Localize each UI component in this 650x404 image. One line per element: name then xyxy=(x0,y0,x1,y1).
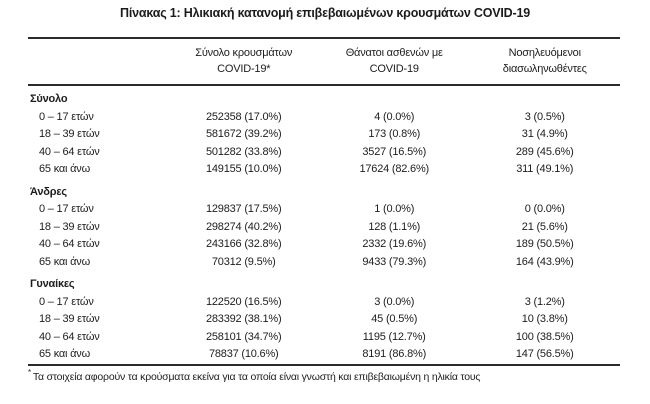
section-row: Γυναίκες xyxy=(28,271,620,294)
deaths-value: 1195 (12.7%) xyxy=(362,330,426,343)
cases-value: 252358 (17.0%) xyxy=(205,110,282,123)
column-header-cases-line2: COVID-19* xyxy=(217,63,271,75)
section-row: Άνδρες xyxy=(28,179,620,202)
table-body: Σύνολο 0 – 17 ετών 252358 (17.0%) 4 (0.0%) 3… xyxy=(28,85,620,365)
table-row: 65 και άνω 70312 (9.5%) 9433 (79.3%) 164 (4… xyxy=(28,254,620,272)
age-group-label: 40 – 64 ετών xyxy=(39,145,100,158)
cases-value: 298274 (40.2%) xyxy=(205,220,282,233)
section-label: Άνδρες xyxy=(30,185,67,198)
table-row: 18 – 39 ετών 581672 (39.2%) 173 (0.8%) 31 (… xyxy=(28,126,620,144)
table-row: 40 – 64 ετών 258101 (34.7%) 1195 (12.7%) 10… xyxy=(28,329,620,347)
section-row: Σύνολο xyxy=(28,85,620,109)
deaths-value: 2332 (19.6%) xyxy=(362,238,427,250)
cases-value: 149155 (10.0%) xyxy=(205,163,282,175)
table-row: 0 – 17 ετών 129837 (17.5%) 1 (0.0%) 0 (0.0%… xyxy=(28,201,620,219)
cases-value: 122520 (16.5%) xyxy=(205,295,282,308)
table-row: 65 και άνω 149155 (10.0%) 17624 (82.6%) 311… xyxy=(28,161,620,179)
cases-value: 78837 (10.6%) xyxy=(208,348,279,360)
intubated-value: 21 (5.6%) xyxy=(521,220,568,233)
intubated-value: 3 (1.2%) xyxy=(524,295,565,308)
table-row: 40 – 64 ετών 243166 (32.8%) 2332 (19.6%) 18… xyxy=(28,236,620,254)
age-group-label: 0 – 17 ετών xyxy=(39,203,94,215)
deaths-value: 9433 (79.3%) xyxy=(362,255,427,268)
age-group-label: 18 – 39 ετών xyxy=(39,220,100,233)
age-group-label: 40 – 64 ετών xyxy=(39,238,100,250)
cases-value: 243166 (32.8%) xyxy=(205,238,282,250)
intubated-value: 100 (38.5%) xyxy=(515,330,574,343)
deaths-value: 173 (0.8%) xyxy=(368,128,421,140)
column-header-intubated-line1: Νοσηλευόμενοι xyxy=(508,47,581,59)
column-header-deaths-line2: COVID-19 xyxy=(369,63,419,75)
deaths-value: 45 (0.5%) xyxy=(371,313,418,325)
column-header-intubated: Νοσηλευόμενοι διασωληνωθέντες xyxy=(469,38,620,85)
column-header-intubated-line2: διασωληνωθέντες xyxy=(502,63,587,75)
cases-value: 581672 (39.2%) xyxy=(205,128,282,140)
age-group-label: 65 και άνω xyxy=(39,255,90,268)
intubated-value: 311 (49.1%) xyxy=(516,163,574,175)
cases-value: 70312 (9.5%) xyxy=(211,255,276,268)
section-label: Γυναίκες xyxy=(30,278,75,290)
table-row: 0 – 17 ετών 252358 (17.0%) 4 (0.0%) 3 (0.5%… xyxy=(28,109,620,127)
intubated-value: 31 (4.9%) xyxy=(521,128,568,140)
age-group-label: 0 – 17 ετών xyxy=(39,295,94,308)
intubated-value: 147 (56.5%) xyxy=(515,348,574,360)
column-header-deaths: Θάνατοι ασθενών με COVID-19 xyxy=(319,38,470,85)
intubated-value: 164 (43.9%) xyxy=(515,255,574,268)
cases-value: 129837 (17.5%) xyxy=(205,203,282,215)
table-row: 18 – 39 ετών 283392 (38.1%) 45 (0.5%) 10 (3… xyxy=(28,311,620,329)
table-header: Σύνολο κρουσμάτων COVID-19* Θάνατοι ασθε… xyxy=(28,38,620,85)
footnote: * Τα στοιχεία αφορούν τα κρούσματα εκείνα… xyxy=(28,368,620,383)
footnote-text: Τα στοιχεία αφορούν τα κρούσματα εκείνα … xyxy=(32,370,481,383)
deaths-value: 1 (0.0%) xyxy=(374,203,415,215)
deaths-value: 4 (0.0%) xyxy=(374,110,415,123)
age-group-label: 18 – 39 ετών xyxy=(39,313,100,325)
covid-age-distribution-table: Σύνολο κρουσμάτων COVID-19* Θάνατοι ασθε… xyxy=(28,37,620,366)
column-header-cases: Σύνολο κρουσμάτων COVID-19* xyxy=(168,38,319,85)
intubated-value: 189 (50.5%) xyxy=(515,238,574,250)
deaths-value: 3527 (16.5%) xyxy=(362,145,427,158)
deaths-value: 17624 (82.6%) xyxy=(359,163,429,175)
table-row: 18 – 39 ετών 298274 (40.2%) 128 (1.1%) 21 (… xyxy=(28,219,620,237)
footnote-marker: * xyxy=(28,368,31,377)
intubated-value: 3 (0.5%) xyxy=(524,110,565,123)
deaths-value: 128 (1.1%) xyxy=(368,220,421,233)
table-row: 40 – 64 ετών 501282 (33.8%) 3527 (16.5%) 28… xyxy=(28,144,620,162)
table-row: 0 – 17 ετών 122520 (16.5%) 3 (0.0%) 3 (1.2%… xyxy=(28,294,620,312)
intubated-value: 10 (3.8%) xyxy=(521,313,568,325)
age-group-label: 65 και άνω xyxy=(39,348,90,360)
section-label: Σύνολο xyxy=(30,93,68,105)
age-group-label: 65 και άνω xyxy=(39,163,90,175)
table-title: Πίνακας 1: Ηλικιακή κατανομή επιβεβαιωμέ… xyxy=(120,6,530,20)
table-row: 65 και άνω 78837 (10.6%) 8191 (86.8%) 147 (… xyxy=(28,346,620,365)
age-group-label: 40 – 64 ετών xyxy=(39,330,100,343)
age-group-label: 18 – 39 ετών xyxy=(39,128,100,140)
cases-value: 258101 (34.7%) xyxy=(205,330,282,343)
column-header-cases-line1: Σύνολο κρουσμάτων xyxy=(195,47,293,59)
cases-value: 501282 (33.8%) xyxy=(205,145,282,158)
cases-value: 283392 (38.1%) xyxy=(205,313,282,325)
column-header-deaths-line1: Θάνατοι ασθενών με xyxy=(345,47,443,59)
deaths-value: 3 (0.0%) xyxy=(374,295,415,308)
deaths-value: 8191 (86.8%) xyxy=(362,348,427,360)
intubated-value: 0 (0.0%) xyxy=(524,203,565,215)
intubated-value: 289 (45.6%) xyxy=(515,145,574,158)
empty-header-cell xyxy=(28,38,168,85)
age-group-label: 0 – 17 ετών xyxy=(39,110,94,123)
